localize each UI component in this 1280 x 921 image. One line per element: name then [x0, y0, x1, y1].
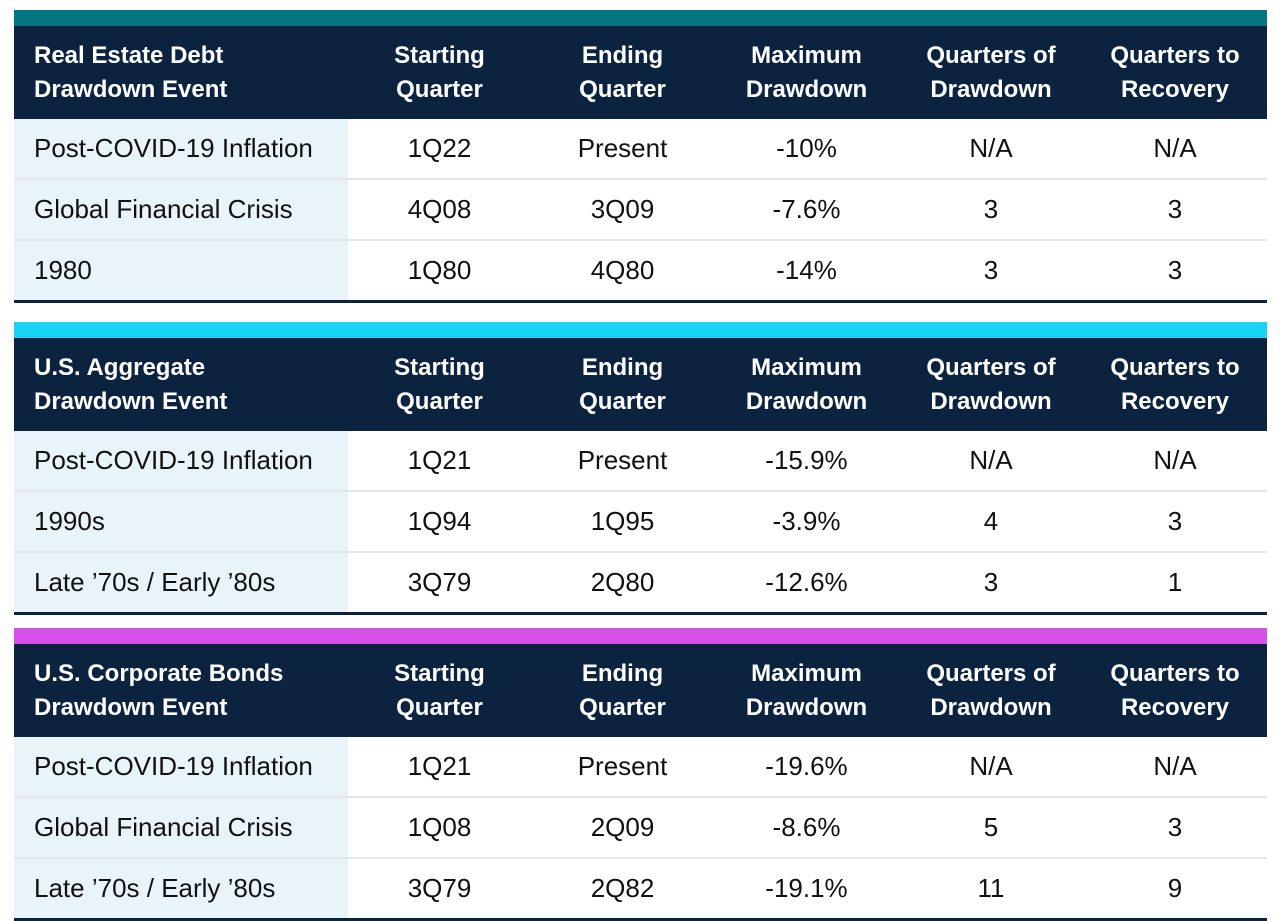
cell-event: Post-COVID-19 Inflation: [14, 119, 348, 178]
cell-starting-quarter: 4Q08: [407, 194, 472, 224]
header-event: U.S. Corporate Bonds Drawdown Event: [34, 659, 284, 721]
table-row: Global Financial Crisis 1Q08 2Q09 -8.6% …: [14, 798, 1267, 859]
cell-ending-quarter: Present: [577, 445, 668, 475]
cell-quarters-of-drawdown: N/A: [969, 751, 1013, 781]
table-row: 1980 1Q80 4Q80 -14% 3 3: [14, 241, 1267, 303]
header-quarters-to-recovery: Quarters to Recovery: [1110, 41, 1240, 103]
table-row: Post-COVID-19 Inflation 1Q21 Present -15…: [14, 431, 1267, 492]
cell-maximum-drawdown: -14%: [776, 255, 837, 285]
header-quarters-of-drawdown: Quarters of Drawdown: [926, 659, 1056, 721]
cell-starting-quarter: 1Q94: [407, 506, 472, 536]
cell-quarters-of-drawdown: 4: [983, 506, 999, 536]
table-row: 1990s 1Q94 1Q95 -3.9% 4 3: [14, 492, 1267, 553]
header-quarters-of-drawdown: Quarters of Drawdown: [926, 353, 1056, 415]
table-accent-bar: [14, 628, 1267, 644]
cell-quarters-to-recovery: 1: [1167, 567, 1183, 597]
header-maximum-drawdown: Maximum Drawdown: [745, 41, 868, 103]
cell-maximum-drawdown: -15.9%: [765, 445, 848, 475]
cell-ending-quarter: Present: [577, 751, 668, 781]
header-ending-quarter: Ending Quarter: [579, 659, 666, 721]
cell-ending-quarter: 3Q09: [590, 194, 655, 224]
table-row: Global Financial Crisis 4Q08 3Q09 -7.6% …: [14, 180, 1267, 241]
cell-event: Global Financial Crisis: [14, 798, 348, 857]
header-starting-quarter: Starting Quarter: [394, 353, 485, 415]
header-maximum-drawdown: Maximum Drawdown: [745, 659, 868, 721]
cell-quarters-of-drawdown: 3: [983, 567, 999, 597]
cell-quarters-to-recovery: N/A: [1153, 445, 1197, 475]
cell-ending-quarter: Present: [577, 133, 668, 163]
header-starting-quarter: Starting Quarter: [394, 41, 485, 103]
cell-quarters-of-drawdown: N/A: [969, 133, 1013, 163]
header-event: Real Estate Debt Drawdown Event: [34, 41, 228, 103]
table-accent-bar: [14, 322, 1267, 338]
cell-event: Post-COVID-19 Inflation: [14, 431, 348, 490]
table-header: Real Estate Debt Drawdown Event Starting…: [14, 26, 1267, 119]
cell-starting-quarter: 3Q79: [407, 567, 472, 597]
cell-quarters-of-drawdown: 3: [983, 194, 999, 224]
header-ending-quarter: Ending Quarter: [579, 41, 666, 103]
real-estate-debt-table: Real Estate Debt Drawdown Event Starting…: [14, 10, 1267, 303]
table-row: Late ’70s / Early ’80s 3Q79 2Q82 -19.1% …: [14, 859, 1267, 921]
cell-quarters-of-drawdown: N/A: [969, 445, 1013, 475]
cell-event: Post-COVID-19 Inflation: [14, 737, 348, 796]
table-row: Post-COVID-19 Inflation 1Q22 Present -10…: [14, 119, 1267, 180]
cell-starting-quarter: 1Q80: [407, 255, 472, 285]
table-accent-bar: [14, 10, 1267, 26]
cell-starting-quarter: 1Q22: [407, 133, 472, 163]
header-quarters-to-recovery: Quarters to Recovery: [1110, 659, 1240, 721]
cell-starting-quarter: 1Q21: [407, 751, 472, 781]
cell-ending-quarter: 2Q82: [590, 873, 655, 903]
cell-maximum-drawdown: -8.6%: [772, 812, 841, 842]
cell-ending-quarter: 2Q09: [590, 812, 655, 842]
cell-event: 1990s: [14, 492, 348, 551]
cell-quarters-to-recovery: 3: [1167, 506, 1183, 536]
us-corporate-bonds-table: U.S. Corporate Bonds Drawdown Event Star…: [14, 628, 1267, 921]
cell-maximum-drawdown: -19.1%: [765, 873, 848, 903]
table-row: Late ’70s / Early ’80s 3Q79 2Q80 -12.6% …: [14, 553, 1267, 615]
cell-event: Global Financial Crisis: [14, 180, 348, 239]
cell-maximum-drawdown: -10%: [776, 133, 837, 163]
header-ending-quarter: Ending Quarter: [579, 353, 666, 415]
cell-starting-quarter: 1Q21: [407, 445, 472, 475]
cell-quarters-of-drawdown: 11: [977, 873, 1005, 903]
header-quarters-of-drawdown: Quarters of Drawdown: [926, 41, 1056, 103]
cell-starting-quarter: 1Q08: [407, 812, 472, 842]
table-header: U.S. Aggregate Drawdown Event Starting Q…: [14, 338, 1267, 431]
header-quarters-to-recovery: Quarters to Recovery: [1110, 353, 1240, 415]
cell-quarters-of-drawdown: 5: [983, 812, 999, 842]
cell-ending-quarter: 4Q80: [590, 255, 655, 285]
cell-starting-quarter: 3Q79: [407, 873, 472, 903]
cell-ending-quarter: 1Q95: [590, 506, 655, 536]
cell-event: 1980: [14, 241, 348, 300]
cell-maximum-drawdown: -7.6%: [772, 194, 841, 224]
header-maximum-drawdown: Maximum Drawdown: [745, 353, 868, 415]
table-row: Post-COVID-19 Inflation 1Q21 Present -19…: [14, 737, 1267, 798]
us-aggregate-table: U.S. Aggregate Drawdown Event Starting Q…: [14, 322, 1267, 615]
cell-event: Late ’70s / Early ’80s: [14, 859, 348, 918]
header-starting-quarter: Starting Quarter: [394, 659, 485, 721]
cell-ending-quarter: 2Q80: [590, 567, 655, 597]
table-header: U.S. Corporate Bonds Drawdown Event Star…: [14, 644, 1267, 737]
cell-quarters-to-recovery: 3: [1167, 255, 1183, 285]
cell-quarters-of-drawdown: 3: [983, 255, 999, 285]
cell-maximum-drawdown: -3.9%: [772, 506, 841, 536]
cell-quarters-to-recovery: N/A: [1153, 133, 1197, 163]
cell-maximum-drawdown: -12.6%: [765, 567, 848, 597]
cell-quarters-to-recovery: N/A: [1153, 751, 1197, 781]
cell-quarters-to-recovery: 3: [1167, 812, 1183, 842]
header-event: U.S. Aggregate Drawdown Event: [34, 353, 228, 415]
cell-event: Late ’70s / Early ’80s: [14, 553, 348, 612]
cell-quarters-to-recovery: 3: [1167, 194, 1183, 224]
cell-quarters-to-recovery: 9: [1167, 873, 1183, 903]
cell-maximum-drawdown: -19.6%: [765, 751, 848, 781]
